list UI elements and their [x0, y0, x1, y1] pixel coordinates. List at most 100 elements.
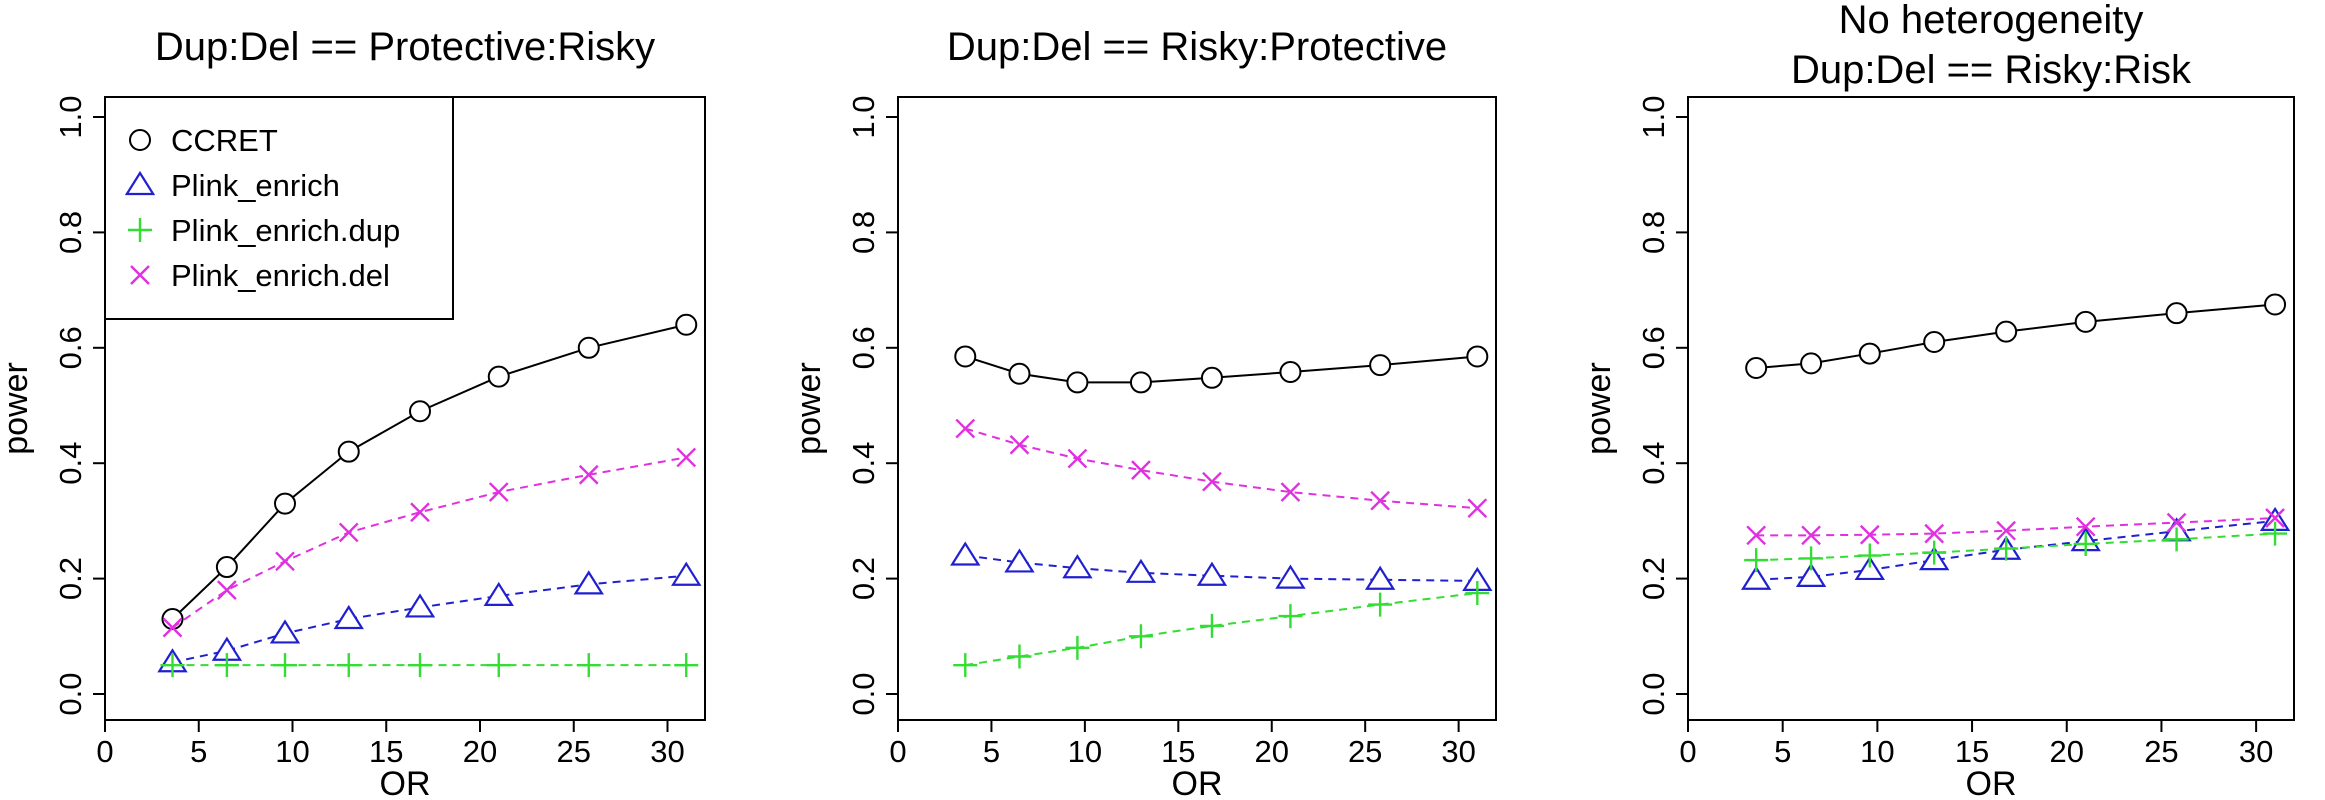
- data-point-Plink_enrich.del: [1370, 490, 1390, 511]
- y-axis-title: power: [0, 362, 35, 455]
- data-point-Plink_enrich.del: [1996, 520, 2016, 541]
- x-tick-label: 0: [1679, 734, 1696, 769]
- data-point-CCRET: [1923, 331, 1946, 354]
- x-tick-label: 30: [650, 734, 684, 769]
- data-point-Plink_enrich.dup: [2073, 531, 2098, 556]
- data-point-Plink_enrich.dup: [336, 653, 361, 678]
- data-point-Plink_enrich.del: [578, 464, 599, 485]
- data-point-Plink_enrich.dup: [1994, 536, 2019, 561]
- x-tick-label: 10: [275, 734, 309, 769]
- y-tick-label: 0.0: [53, 672, 88, 715]
- y-tick-label: 0.0: [1636, 672, 1671, 715]
- data-point-Plink_enrich.dup: [1799, 546, 1824, 571]
- legend-label: Plink_enrich: [171, 168, 340, 203]
- data-point-Plink_enrich.dup: [2164, 527, 2189, 552]
- data-point-CCRET: [1129, 371, 1152, 394]
- series-line-Plink_enrich.dup: [1756, 532, 2276, 562]
- data-point-Plink_enrich.dup: [1128, 624, 1153, 649]
- y-tick-label: 0.4: [846, 442, 881, 485]
- x-tick-label: 25: [1348, 734, 1382, 769]
- x-axis-title: OR: [1966, 765, 2017, 800]
- data-point-CCRET: [1800, 352, 1823, 375]
- series-line-Plink_enrich.del: [1756, 517, 2276, 537]
- x-axis-title: OR: [1172, 765, 1223, 800]
- y-axis-title: power: [1580, 362, 1618, 455]
- data-point-Plink_enrich.del: [217, 580, 237, 600]
- y-tick-label: 0.0: [846, 672, 881, 715]
- data-point-Plink_enrich: [404, 593, 436, 618]
- data-point-Plink_enrich.del: [2166, 512, 2187, 533]
- y-tick-label: 0.2: [846, 557, 881, 600]
- x-tick-label: 30: [1441, 734, 1475, 769]
- data-point-CCRET: [1369, 354, 1392, 377]
- panel-1: 0 5 10 15 20 25 30 0.0 0.2 0.4 0.6 0.8 1.0 OR power Dup…: [0, 25, 706, 800]
- data-point-Plink_enrich: [1004, 548, 1035, 573]
- legend-marker: [128, 218, 152, 242]
- data-point-Plink_enrich.del: [2265, 508, 2285, 528]
- data-point-CCRET: [337, 440, 360, 463]
- x-tick-label: 5: [1774, 734, 1791, 769]
- data-point-Plink_enrich.del: [410, 502, 430, 523]
- data-point-Plink_enrich.del: [275, 551, 295, 572]
- data-point-Plink_enrich.del: [338, 522, 359, 543]
- chart-title: No heterogeneity: [1839, 0, 2144, 42]
- y-tick-label: 1.0: [846, 95, 881, 138]
- x-tick-label: 5: [190, 734, 207, 769]
- legend-marker: [124, 170, 156, 196]
- y-axis-title: power: [790, 362, 828, 455]
- series-line-CCRET: [171, 323, 687, 620]
- data-point-CCRET: [215, 556, 238, 579]
- data-point-Plink_enrich.dup: [214, 653, 239, 678]
- data-point-Plink_enrich.dup: [953, 653, 978, 678]
- data-point-Plink_enrich: [1196, 561, 1228, 586]
- data-point-Plink_enrich.dup: [674, 653, 699, 678]
- x-tick-label: 0: [889, 734, 906, 769]
- data-point-Plink_enrich.del: [488, 482, 509, 502]
- data-point-CCRET: [1066, 371, 1089, 394]
- y-tick-label: 1.0: [1636, 95, 1671, 138]
- data-point-Plink_enrich: [333, 604, 364, 630]
- chart-title: Dup:Del == Protective:Risky: [155, 25, 655, 69]
- legend-label: CCRET: [171, 123, 278, 158]
- data-point-CCRET: [409, 400, 431, 423]
- series-line-Plink_enrich.del: [964, 427, 1478, 510]
- data-point-Plink_enrich: [1125, 558, 1157, 583]
- data-point-Plink_enrich.del: [1859, 524, 1880, 545]
- data-point-Plink_enrich.dup: [1744, 548, 1769, 573]
- data-point-Plink_enrich.del: [1131, 460, 1151, 480]
- data-point-CCRET: [954, 345, 977, 368]
- x-tick-label: 15: [1955, 734, 1989, 769]
- data-point-Plink_enrich.del: [1202, 471, 1222, 492]
- data-point-Plink_enrich.dup: [1857, 543, 1882, 568]
- data-point-Plink_enrich.dup: [1278, 604, 1303, 629]
- data-point-Plink_enrich.del: [1924, 523, 1945, 544]
- data-point-CCRET: [1466, 345, 1489, 368]
- series-line-Plink_enrich.dup: [965, 592, 1478, 667]
- y-tick-label: 1.0: [53, 95, 88, 138]
- y-tick-label: 0.8: [1636, 211, 1671, 254]
- data-point-Plink_enrich.dup: [1922, 540, 1947, 565]
- data-point-Plink_enrich.del: [1746, 525, 1767, 546]
- data-point-Plink_enrich: [1062, 554, 1093, 579]
- panel-3: 0 5 10 15 20 25 30 0.0 0.2 0.4 0.6 0.8 1.0 OR power No …: [1580, 0, 2295, 800]
- data-point-Plink_enrich.dup: [1199, 613, 1224, 638]
- data-point-Plink_enrich: [1795, 562, 1827, 587]
- y-tick-label: 0.4: [1636, 442, 1671, 485]
- y-tick-label: 0.8: [846, 211, 881, 254]
- x-tick-label: 20: [463, 734, 497, 769]
- data-point-Plink_enrich.del: [1801, 525, 1821, 546]
- data-point-Plink_enrich.dup: [1007, 644, 1032, 669]
- data-point-CCRET: [1200, 366, 1223, 389]
- legend-box: [104, 96, 454, 320]
- data-point-Plink_enrich: [269, 619, 301, 644]
- x-tick-label: 20: [2050, 734, 2084, 769]
- data-point-CCRET: [1279, 361, 1302, 384]
- data-point-CCRET: [675, 313, 698, 336]
- legend-marker: [130, 265, 150, 285]
- data-point-Plink_enrich: [1854, 555, 1885, 581]
- series-line-Plink_enrich: [172, 574, 687, 664]
- data-point-Plink_enrich: [483, 581, 514, 607]
- data-point-Plink_enrich.del: [955, 418, 976, 439]
- legend-label: Plink_enrich.dup: [171, 213, 400, 248]
